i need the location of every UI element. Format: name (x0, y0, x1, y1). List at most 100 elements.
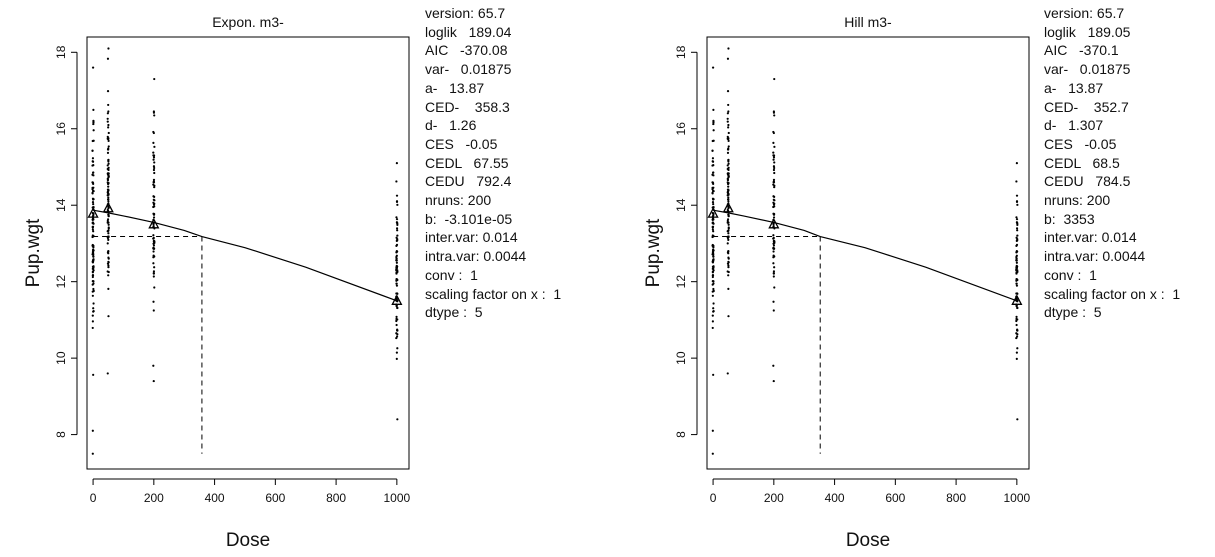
data-point (1015, 239, 1018, 242)
data-point (727, 139, 730, 143)
data-point (1015, 336, 1018, 340)
data-point (91, 274, 95, 277)
data-point (152, 256, 155, 259)
x-tick-label-right: 800 (946, 491, 966, 505)
data-point (107, 126, 110, 129)
data-point (395, 351, 398, 354)
data-point (91, 228, 94, 231)
data-point (772, 216, 776, 219)
data-point (1016, 318, 1019, 321)
data-point (396, 318, 399, 321)
data-point (773, 202, 776, 205)
data-point (1015, 284, 1019, 287)
data-point (772, 178, 776, 181)
data-point (712, 373, 715, 376)
data-point (107, 162, 110, 165)
data-point (92, 190, 95, 193)
data-point (727, 226, 730, 229)
stat-line: dtype : 5 (1044, 304, 1102, 321)
data-point (711, 221, 714, 225)
data-point (727, 252, 730, 255)
x-tick-label-left: 400 (205, 491, 225, 505)
data-point (727, 103, 730, 107)
data-point (1015, 266, 1018, 269)
data-point (712, 287, 715, 291)
data-point (726, 372, 729, 375)
data-point (772, 270, 776, 273)
data-point (712, 129, 715, 132)
data-point (772, 364, 775, 367)
data-point (727, 257, 730, 260)
data-point (106, 262, 110, 265)
data-point (107, 145, 110, 148)
y-tick-label-left: 8 (54, 431, 68, 438)
data-point (91, 243, 94, 247)
data-point (727, 166, 730, 169)
data-point (727, 266, 730, 269)
data-point (92, 310, 95, 313)
data-point (107, 315, 110, 318)
data-point (91, 218, 94, 222)
data-point (711, 271, 714, 274)
data-point (772, 275, 775, 278)
data-point (712, 289, 715, 293)
data-point (726, 151, 730, 154)
x-tick-label-left: 0 (90, 491, 97, 505)
x-tick-label-left: 800 (326, 491, 346, 505)
data-point (726, 262, 730, 265)
data-point (1015, 254, 1018, 257)
data-point (152, 158, 155, 161)
data-point (92, 182, 95, 186)
data-point (106, 57, 110, 60)
data-point (91, 429, 94, 432)
data-point (712, 190, 715, 193)
data-point (106, 194, 109, 197)
data-point (107, 181, 110, 185)
data-point (772, 154, 775, 157)
group-mean-marker (707, 207, 719, 218)
data-point (107, 287, 110, 290)
data-point (106, 90, 110, 93)
data-point (395, 315, 398, 318)
data-point (92, 129, 95, 132)
data-point (92, 373, 95, 376)
data-point (1016, 418, 1019, 421)
stat-line: a- 13.87 (1044, 79, 1104, 96)
data-point (1015, 218, 1019, 221)
data-point (712, 282, 715, 285)
data-point (106, 191, 109, 194)
y-tick-label-right: 12 (674, 275, 688, 289)
data-point (107, 131, 110, 135)
data-point (1016, 229, 1019, 232)
group-mean-marker (1011, 294, 1023, 305)
data-point (92, 302, 95, 305)
data-point (107, 238, 110, 241)
data-point (726, 90, 730, 93)
data-point (1015, 323, 1018, 327)
data-point (107, 257, 110, 260)
data-point (712, 302, 715, 305)
data-point (727, 200, 730, 203)
data-point (1016, 347, 1019, 350)
data-point (726, 135, 729, 138)
data-point (773, 166, 776, 170)
data-point (712, 246, 715, 249)
data-point (773, 240, 776, 243)
data-point (772, 244, 776, 247)
data-point (711, 243, 714, 247)
data-point (91, 201, 95, 204)
data-point (1015, 261, 1018, 264)
data-point (1015, 251, 1018, 254)
data-point (91, 234, 94, 237)
data-point (395, 272, 398, 275)
data-point (396, 222, 399, 225)
y-axis-label-left: Pup.wgt (23, 218, 44, 287)
stat-line: version: 65.7 (425, 5, 506, 21)
data-point (91, 271, 94, 274)
data-point (727, 185, 730, 188)
stat-line: intra.var: 0.0044 (1044, 248, 1146, 265)
data-point (91, 157, 95, 160)
data-point (772, 309, 775, 312)
y-tick-label-left: 12 (54, 275, 68, 289)
data-point (711, 160, 715, 163)
